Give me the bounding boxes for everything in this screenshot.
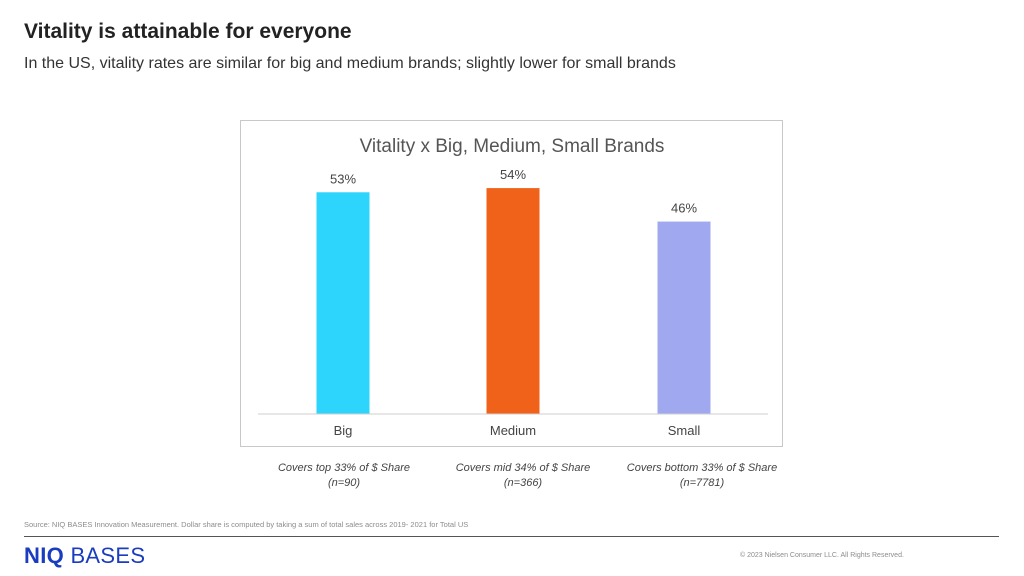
source-note: Source: NIQ BASES Innovation Measurement… [24, 520, 469, 529]
page-title: Vitality is attainable for everyone [24, 20, 352, 43]
footnote-small-coverage: Covers bottom 33% of $ Share [626, 462, 778, 474]
bar-chart: Vitality x Big, Medium, Small Brands 53%… [258, 136, 768, 438]
footnote-big: Covers top 33% of $ Share (n=90) [254, 461, 434, 491]
niq-bases-logo: NIQ BASES [24, 543, 145, 569]
footnote-big-n: (n=90) [327, 477, 361, 489]
labels-layer: 53% Big 54% Medium 46% Small [330, 167, 700, 438]
value-label-medium: 54% [500, 167, 526, 182]
copyright-notice: © 2023 Nielsen Consumer LLC. All Rights … [740, 552, 904, 559]
bar-medium [486, 188, 540, 414]
page-subtitle: In the US, vitality rates are similar fo… [24, 55, 676, 72]
value-label-big: 53% [330, 171, 356, 186]
bar-big [316, 192, 370, 414]
category-label-small: Small [668, 423, 701, 438]
footnote-big-coverage: Covers top 33% of $ Share [277, 462, 411, 474]
footnote-small: Covers bottom 33% of $ Share (n=7781) [612, 461, 792, 491]
footnote-medium-coverage: Covers mid 34% of $ Share [455, 462, 591, 474]
chart-frame: Vitality x Big, Medium, Small Brands 53%… [240, 120, 783, 447]
value-label-small: 46% [671, 201, 697, 216]
chart-title: Vitality x Big, Medium, Small Brands [360, 136, 665, 157]
category-label-medium: Medium [490, 423, 536, 438]
logo-bases: BASES [70, 543, 146, 568]
footnote-small-n: (n=7781) [679, 477, 725, 489]
footer-divider [24, 536, 999, 537]
footnote-medium: Covers mid 34% of $ Share (n=366) [433, 461, 613, 491]
bars-layer [316, 188, 711, 414]
footnote-medium-n: (n=366) [503, 477, 543, 489]
bar-small [657, 221, 711, 414]
category-label-big: Big [334, 423, 353, 438]
logo-niq: NIQ [24, 543, 65, 568]
